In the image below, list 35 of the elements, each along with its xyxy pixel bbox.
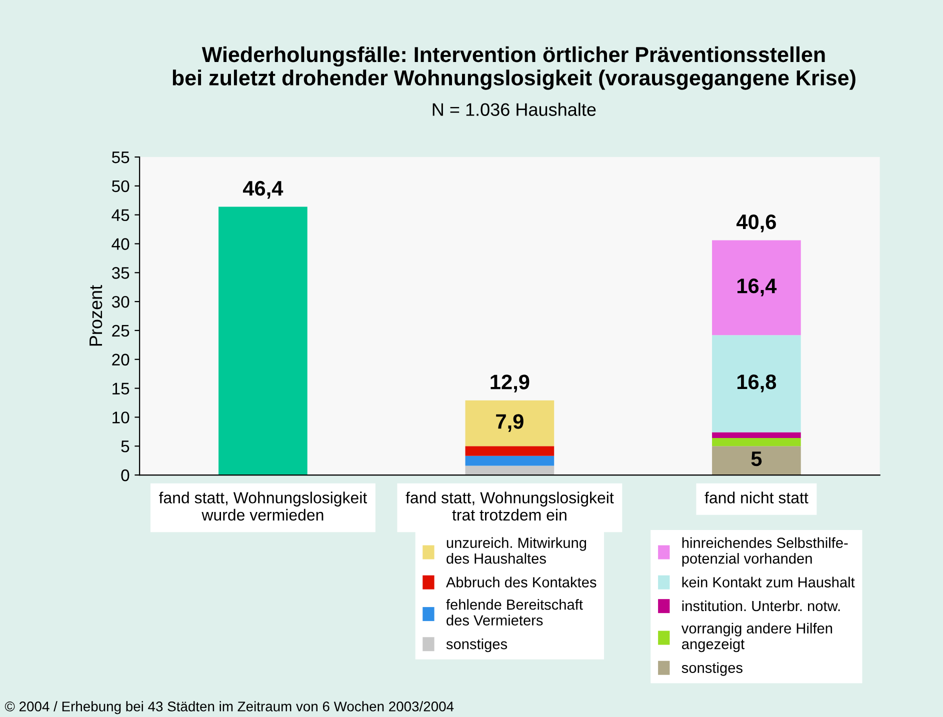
data-label: 5 bbox=[751, 452, 762, 466]
y-tick-label: 45 bbox=[112, 209, 130, 222]
legend-label: vorrangig andere Hilfen angezeigt bbox=[681, 622, 832, 652]
x-tick-label: fand nicht statt bbox=[704, 492, 808, 504]
y-tick-label: 40 bbox=[112, 238, 130, 250]
y-tick-label: 20 bbox=[112, 354, 130, 366]
y-tick-label: 35 bbox=[112, 267, 130, 279]
data-label: 16,8 bbox=[737, 374, 776, 392]
legend-label: hinreichendes Selbsthilfe- potenzial vorhanden bbox=[682, 537, 848, 567]
total-label: 12,9 bbox=[490, 374, 530, 392]
y-tick-label: 55 bbox=[112, 152, 130, 164]
legend-label: sonstiges bbox=[446, 638, 508, 652]
legend-label: Abbruch des Kontaktes bbox=[446, 576, 596, 588]
y-tick-label: 15 bbox=[112, 382, 130, 394]
legend-label: institution. Unterbr. notw. bbox=[682, 600, 840, 612]
legend-label: fehlende Bereitschaft des Vermieters bbox=[446, 599, 583, 626]
legend-label: sonstiges bbox=[682, 662, 742, 676]
y-tick-label: 10 bbox=[112, 412, 130, 424]
x-tick-label: fand statt, Wohnungslosigkeit trat trotzdem ein bbox=[406, 492, 614, 521]
y-tick-label: 5 bbox=[121, 440, 130, 452]
chart-title: Wiederholungsfälle: Intervention örtlicher Präventionsstellen bei zuletzt drohender Wohnungslosigkeit (vorausgegangene Krise) bbox=[172, 46, 856, 90]
y-tick-label: 30 bbox=[112, 296, 130, 308]
y-axis-title: Prozent bbox=[90, 285, 102, 346]
data-label: 16,4 bbox=[737, 278, 777, 296]
y-tick-label: 50 bbox=[112, 180, 130, 192]
chart-subtitle: N = 1.036 Haushalte bbox=[432, 102, 596, 116]
total-label: 46,4 bbox=[242, 180, 284, 199]
text: © 2004 / Erhebung bei 43 Städten im Zeitraum von 6 Wochen 2003/2004 bbox=[4, 701, 454, 714]
legend-label: unzureich. Mitwirkung des Haushaltes bbox=[446, 537, 586, 564]
data-label: 7,9 bbox=[496, 414, 524, 432]
x-tick-label: fand statt, Wohnungslosigkeit wurde vermieden bbox=[158, 492, 368, 521]
total-label: 40,6 bbox=[736, 214, 776, 232]
legend-label: kein Kontakt zum Haushalt bbox=[682, 576, 855, 588]
y-tick-label: 0 bbox=[121, 469, 130, 482]
y-tick-label: 25 bbox=[112, 324, 130, 337]
